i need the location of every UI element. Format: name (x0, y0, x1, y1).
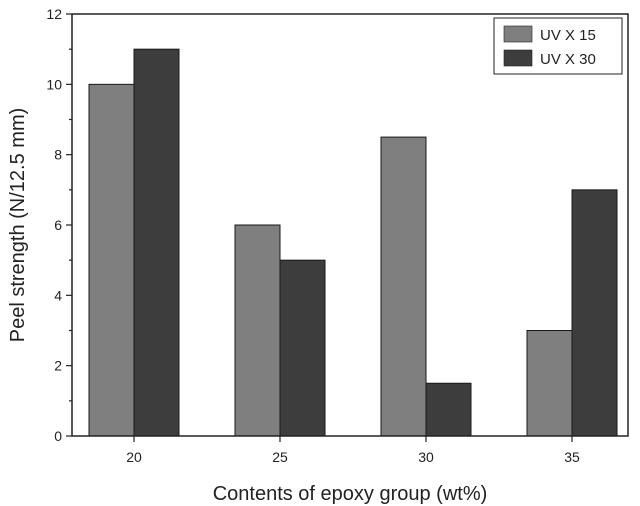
bar-uv-x-30-25 (279, 259, 326, 437)
x-tick-label: 30 (418, 449, 434, 465)
y-tick-label: 0 (54, 428, 62, 444)
bar-uv-x-15-35 (526, 330, 573, 437)
legend: UV X 15 UV X 30 (493, 17, 623, 75)
y-tick-label: 8 (54, 147, 62, 163)
bar-uv-x-15-30 (380, 136, 427, 437)
legend-swatch-uv-x-30 (503, 49, 533, 67)
x-tick-label: 25 (272, 449, 288, 465)
y-tick-label: 10 (46, 76, 62, 92)
x-axis-ticks: 20 25 30 35 (126, 436, 580, 465)
y-axis-title: Peel strength (N/12.5 mm) (7, 108, 29, 343)
legend-swatch-uv-x-15 (503, 25, 533, 43)
bar-uv-x-15-25 (234, 224, 281, 437)
y-tick-label: 4 (54, 287, 62, 303)
y-axis-ticks: 0 2 4 6 8 10 12 (46, 6, 72, 444)
y-tick-label: 6 (54, 217, 62, 233)
legend-label-uv-x-15: UV X 15 (540, 27, 596, 44)
y-tick-label: 2 (54, 358, 62, 374)
x-axis-title: Contents of epoxy group (wt%) (213, 483, 488, 505)
legend-label-uv-x-30: UV X 30 (540, 51, 596, 68)
y-tick-label: 12 (46, 6, 62, 22)
x-tick-label: 20 (126, 449, 142, 465)
bars-group (88, 48, 618, 437)
bar-uv-x-30-30 (425, 382, 472, 437)
x-tick-label: 35 (564, 449, 580, 465)
bar-uv-x-30-35 (571, 189, 618, 437)
bar-uv-x-30-20 (133, 48, 180, 437)
bar-uv-x-15-20 (88, 83, 135, 437)
